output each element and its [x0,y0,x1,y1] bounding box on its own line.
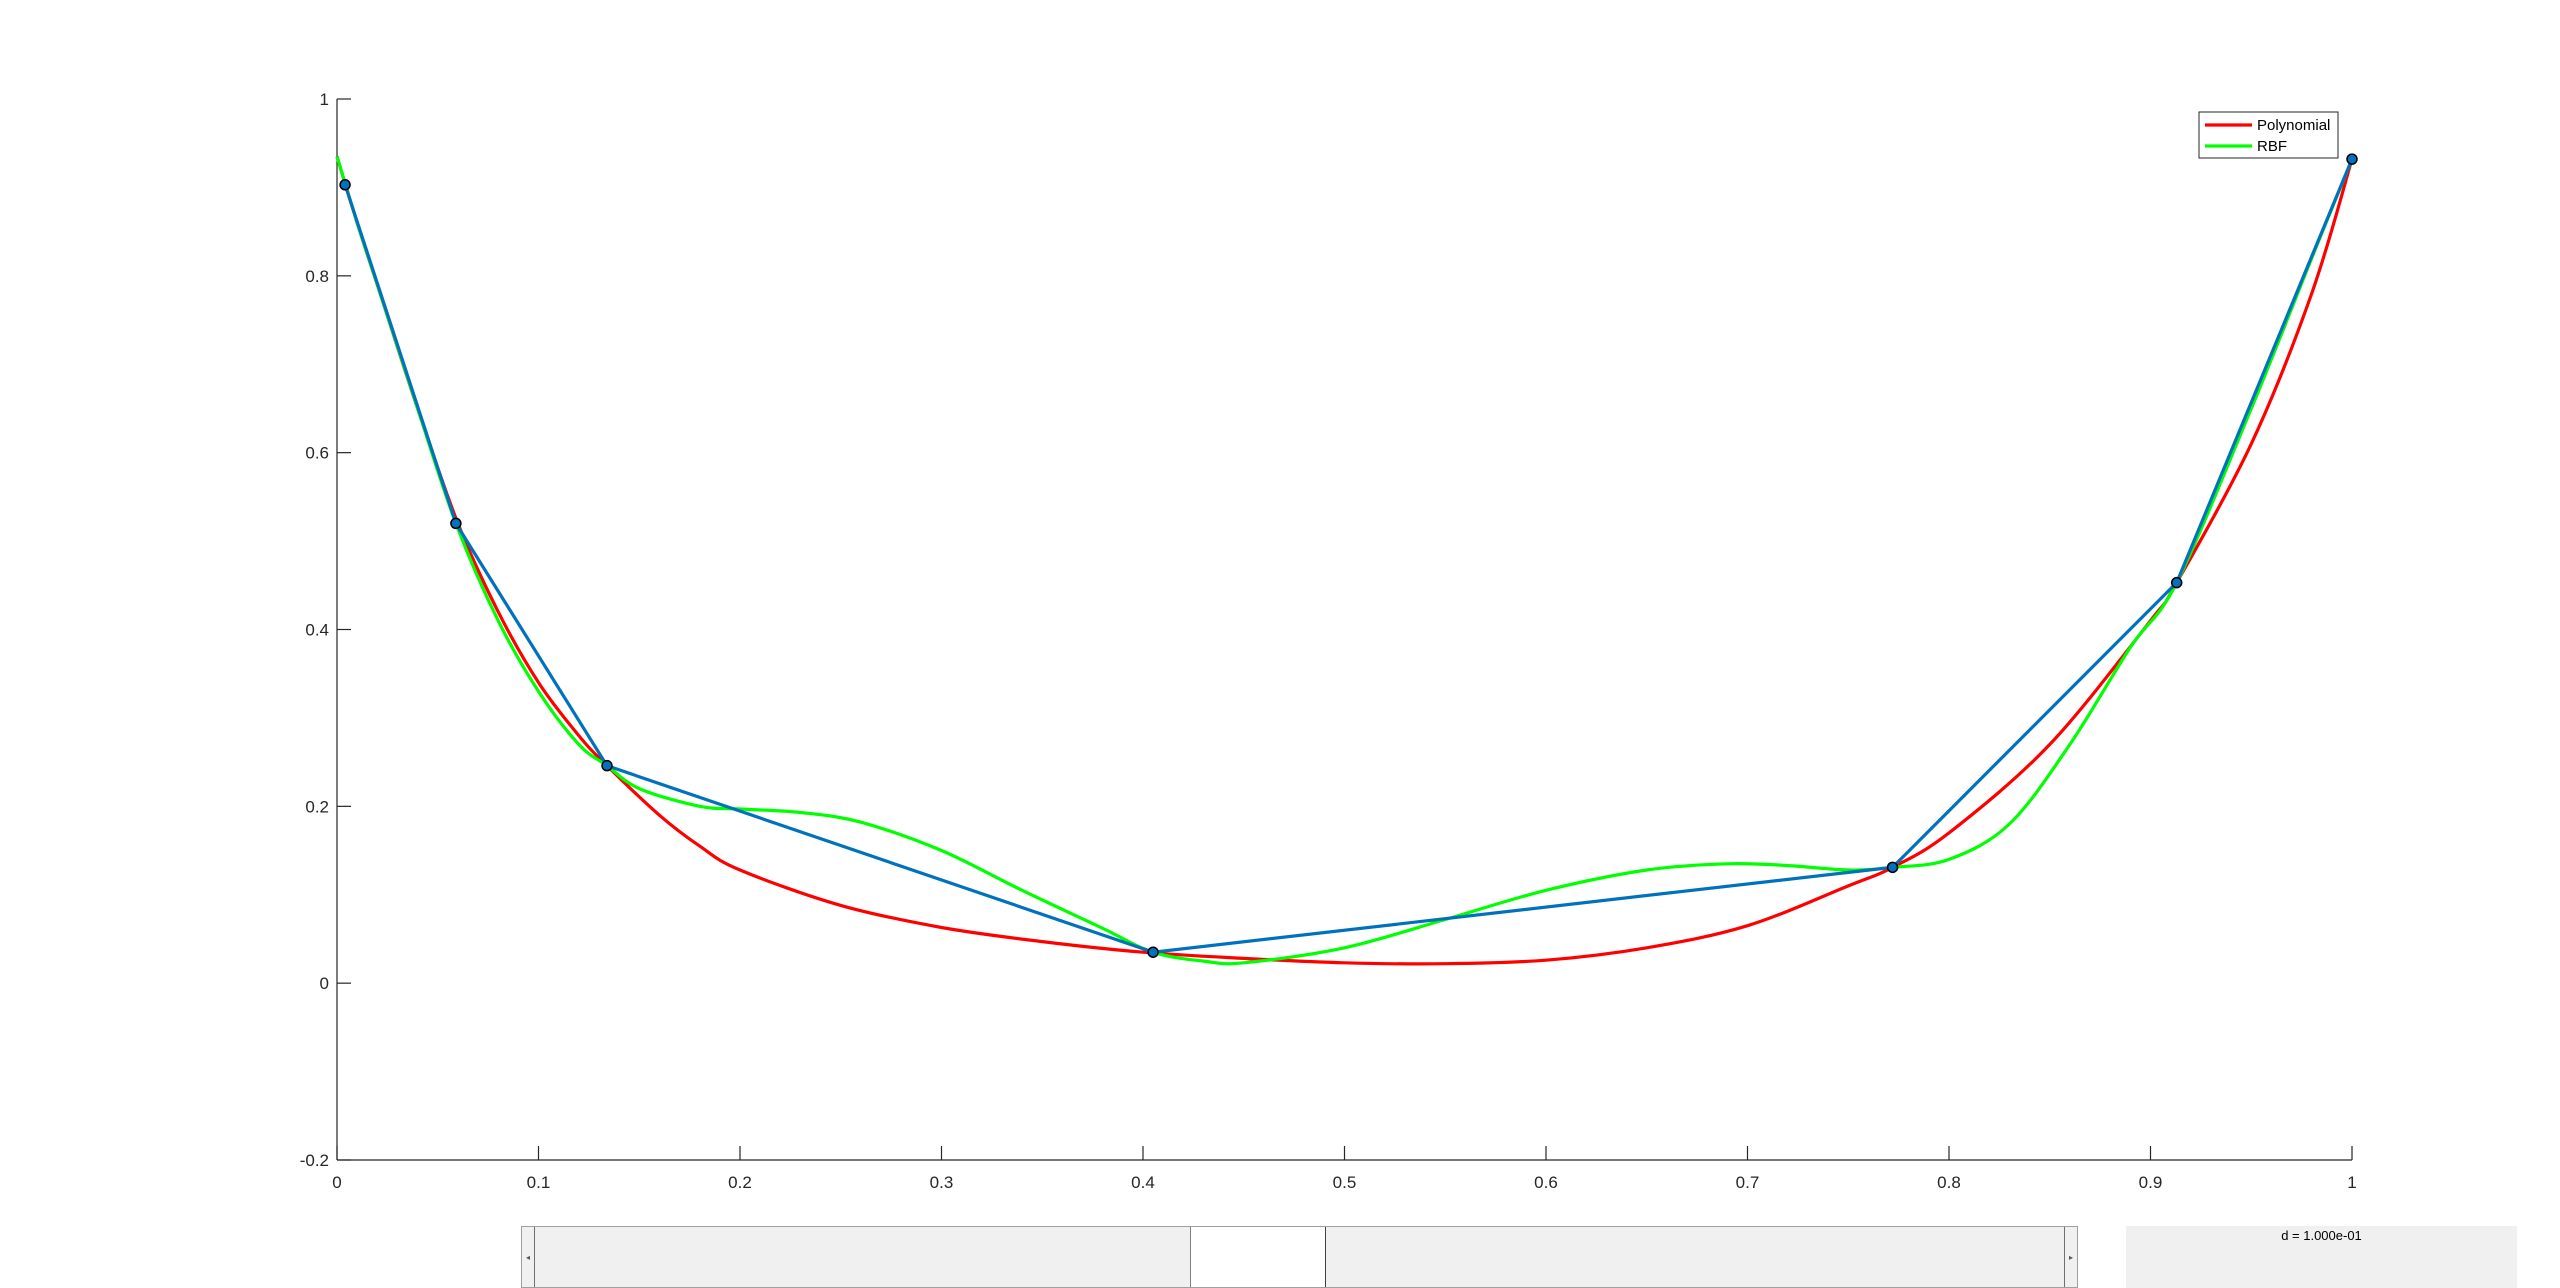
series-lines [335,156,2354,966]
data-point-marker [2170,576,2183,589]
data-markers [339,153,2358,958]
legend-entry: RBF [2257,138,2287,155]
x-tick-label: 0.5 [1333,1173,1357,1192]
slider-track[interactable] [535,1227,2064,1287]
x-tick-label: 0.7 [1736,1173,1760,1192]
data-point-marker [601,759,613,772]
data-point-marker [1147,946,1159,958]
parameter-slider[interactable]: ◂ ▸ [521,1226,2078,1288]
y-tick-label: 1 [320,90,329,109]
legend-box [2198,111,2339,159]
y-tick-label: 0.2 [305,797,329,816]
slider-left-arrow-icon[interactable]: ◂ [522,1227,535,1287]
x-tick-label: 0.9 [2139,1173,2163,1192]
x-tick-label: 0.2 [728,1173,752,1192]
x-tick-label: 1 [2347,1173,2356,1192]
chart-plot: 0 0.1 0.2 0.3 0.4 0.5 0.6 0.7 0.8 0.9 1 -0.200.20.… [300,90,2358,1192]
slider-right-arrow-icon[interactable]: ▸ [2064,1227,2077,1287]
x-tick-label: 0.6 [1534,1173,1558,1192]
y-tick-label: 0.4 [305,621,329,640]
y-tick-label: 0.6 [305,444,329,463]
x-tick-label: 0 [332,1173,341,1192]
legend-entry: Polynomial [2257,117,2330,134]
y-tick-label: 0 [320,974,329,993]
series-line-rbf [335,156,2354,966]
legend: Polynomial RBF [2198,111,2339,159]
y-tick-label: -0.2 [300,1151,329,1170]
y-axis-ticks: -0.2 0 0.2 0.4 0.6 0.8 1 [300,90,351,1170]
parameter-readout: d = 1.000e-01 [2126,1226,2517,1288]
linear-interpolation-line [343,158,2354,954]
data-point-marker [339,179,351,191]
x-tick-label: 0.8 [1937,1173,1961,1192]
x-tick-label: 0.3 [930,1173,954,1192]
data-point-marker [450,517,462,530]
series-line-polynomial [335,156,2354,966]
x-axis-ticks: 0 0.1 0.2 0.3 0.4 0.5 0.6 0.7 0.8 0.9 1 [332,1146,2357,1192]
axes [336,99,2352,1161]
y-tick-label: 0.8 [305,267,329,286]
x-tick-label: 0.4 [1131,1173,1155,1192]
data-point-marker [1886,861,1899,874]
data-point-marker [2346,153,2358,165]
x-tick-label: 0.1 [527,1173,551,1192]
slider-thumb[interactable] [1189,1227,1326,1287]
